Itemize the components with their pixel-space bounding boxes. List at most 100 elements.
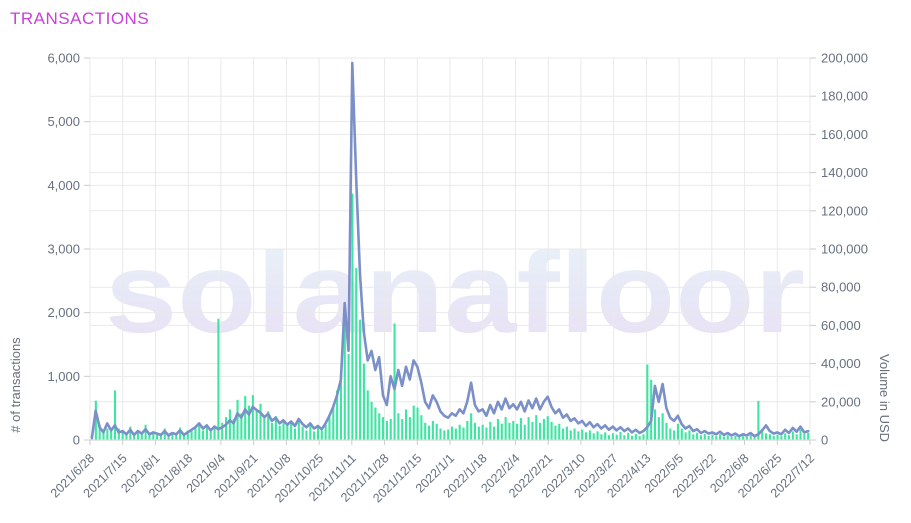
volume-bar bbox=[313, 431, 316, 440]
volume-bar bbox=[320, 430, 323, 440]
volume-bar bbox=[202, 430, 205, 440]
volume-bar bbox=[669, 428, 672, 440]
volume-bar bbox=[393, 323, 396, 440]
volume-bar bbox=[711, 434, 714, 440]
volume-bar bbox=[385, 420, 388, 440]
volume-bar bbox=[611, 433, 614, 440]
right-axis-title: Volume in USD bbox=[877, 353, 892, 443]
volume-bar bbox=[719, 434, 722, 440]
volume-bar bbox=[156, 433, 159, 440]
volume-bar bbox=[496, 418, 500, 440]
volume-bar bbox=[397, 413, 400, 440]
volume-bar bbox=[623, 435, 626, 441]
y-right-tick-label: 20,000 bbox=[821, 394, 861, 409]
volume-bar bbox=[167, 436, 170, 440]
volume-bar bbox=[347, 354, 350, 440]
volume-bar bbox=[504, 417, 507, 440]
y-right-tick-label: 0 bbox=[821, 433, 828, 448]
volume-bar bbox=[573, 428, 576, 440]
volume-bar bbox=[228, 409, 231, 440]
volume-bar bbox=[286, 424, 289, 440]
y-right-tick-label: 140,000 bbox=[821, 165, 868, 180]
volume-bar bbox=[768, 434, 771, 440]
volume-bar bbox=[159, 435, 162, 441]
volume-bar bbox=[519, 418, 522, 440]
volume-bar bbox=[125, 434, 128, 440]
y-right-tick-label: 120,000 bbox=[821, 203, 868, 218]
y-right-tick-label: 40,000 bbox=[821, 356, 861, 371]
volume-bar bbox=[715, 436, 718, 440]
volume-bar bbox=[546, 416, 549, 441]
volume-bar bbox=[761, 430, 764, 440]
volume-bar bbox=[144, 424, 147, 440]
volume-bar bbox=[550, 421, 553, 440]
volume-bar bbox=[217, 318, 220, 440]
volume-bar bbox=[416, 407, 419, 440]
volume-bar bbox=[734, 435, 737, 440]
volume-bar bbox=[336, 390, 339, 440]
volume-bar bbox=[182, 435, 185, 441]
volume-bar bbox=[110, 430, 113, 440]
volume-bar bbox=[255, 409, 258, 440]
volume-bar bbox=[615, 434, 618, 440]
volume-bar bbox=[251, 395, 254, 440]
volume-bar bbox=[745, 436, 748, 440]
volume-bar bbox=[653, 409, 657, 440]
volume-bar bbox=[274, 416, 277, 441]
y-right-tick-label: 60,000 bbox=[821, 318, 861, 333]
volume-bar bbox=[791, 431, 794, 440]
volume-bar bbox=[742, 436, 745, 440]
volume-bar bbox=[198, 422, 201, 440]
volume-bar bbox=[370, 401, 373, 440]
volume-bar bbox=[240, 413, 243, 440]
volume-bar bbox=[753, 437, 756, 440]
volume-bar bbox=[470, 413, 473, 440]
y-left-tick-label: 6,000 bbox=[47, 51, 80, 66]
volume-bar bbox=[531, 421, 534, 440]
y-left-tick-label: 5,000 bbox=[47, 114, 80, 129]
volume-bar bbox=[316, 427, 320, 440]
volume-bar bbox=[293, 428, 297, 440]
volume-bar bbox=[339, 373, 342, 440]
volume-bar bbox=[163, 428, 166, 440]
volume-bar bbox=[328, 417, 331, 440]
volume-bar bbox=[247, 405, 251, 440]
volume-bar bbox=[607, 435, 611, 441]
volume-bar bbox=[661, 413, 664, 440]
volume-bar bbox=[152, 431, 155, 440]
volume-bar bbox=[619, 431, 622, 440]
volume-bar bbox=[232, 418, 235, 440]
volume-bar bbox=[784, 433, 787, 440]
volume-bar bbox=[512, 420, 515, 440]
volume-bar bbox=[604, 432, 607, 440]
volume-bar bbox=[458, 424, 461, 440]
volume-bar bbox=[592, 433, 595, 440]
volume-bar bbox=[577, 431, 580, 440]
volume-bar bbox=[581, 429, 584, 441]
volume-bar bbox=[749, 435, 752, 440]
volume-bar bbox=[221, 422, 224, 440]
volume-bar bbox=[696, 432, 699, 440]
volume-bar bbox=[305, 430, 308, 440]
volume-bar bbox=[140, 433, 143, 440]
volume-bar bbox=[692, 434, 695, 440]
y-left-tick-label: 3,000 bbox=[47, 242, 80, 257]
volume-bar bbox=[596, 431, 599, 440]
volume-bar bbox=[190, 429, 193, 441]
volume-bar bbox=[382, 417, 385, 440]
volume-bar bbox=[133, 435, 136, 441]
volume-bar bbox=[481, 424, 484, 440]
volume-bar bbox=[117, 428, 120, 440]
volume-bar bbox=[443, 430, 446, 440]
volume-bar bbox=[450, 426, 454, 440]
volume-bar bbox=[642, 434, 645, 440]
y-right-tick-label: 100,000 bbox=[821, 242, 868, 257]
y-right-tick-label: 80,000 bbox=[821, 280, 861, 295]
volume-bar bbox=[278, 425, 281, 440]
volume-bar bbox=[351, 193, 354, 440]
volume-bar bbox=[676, 423, 680, 440]
volume-bar bbox=[439, 428, 442, 440]
volume-bar bbox=[186, 430, 189, 440]
volume-bar bbox=[270, 422, 274, 440]
